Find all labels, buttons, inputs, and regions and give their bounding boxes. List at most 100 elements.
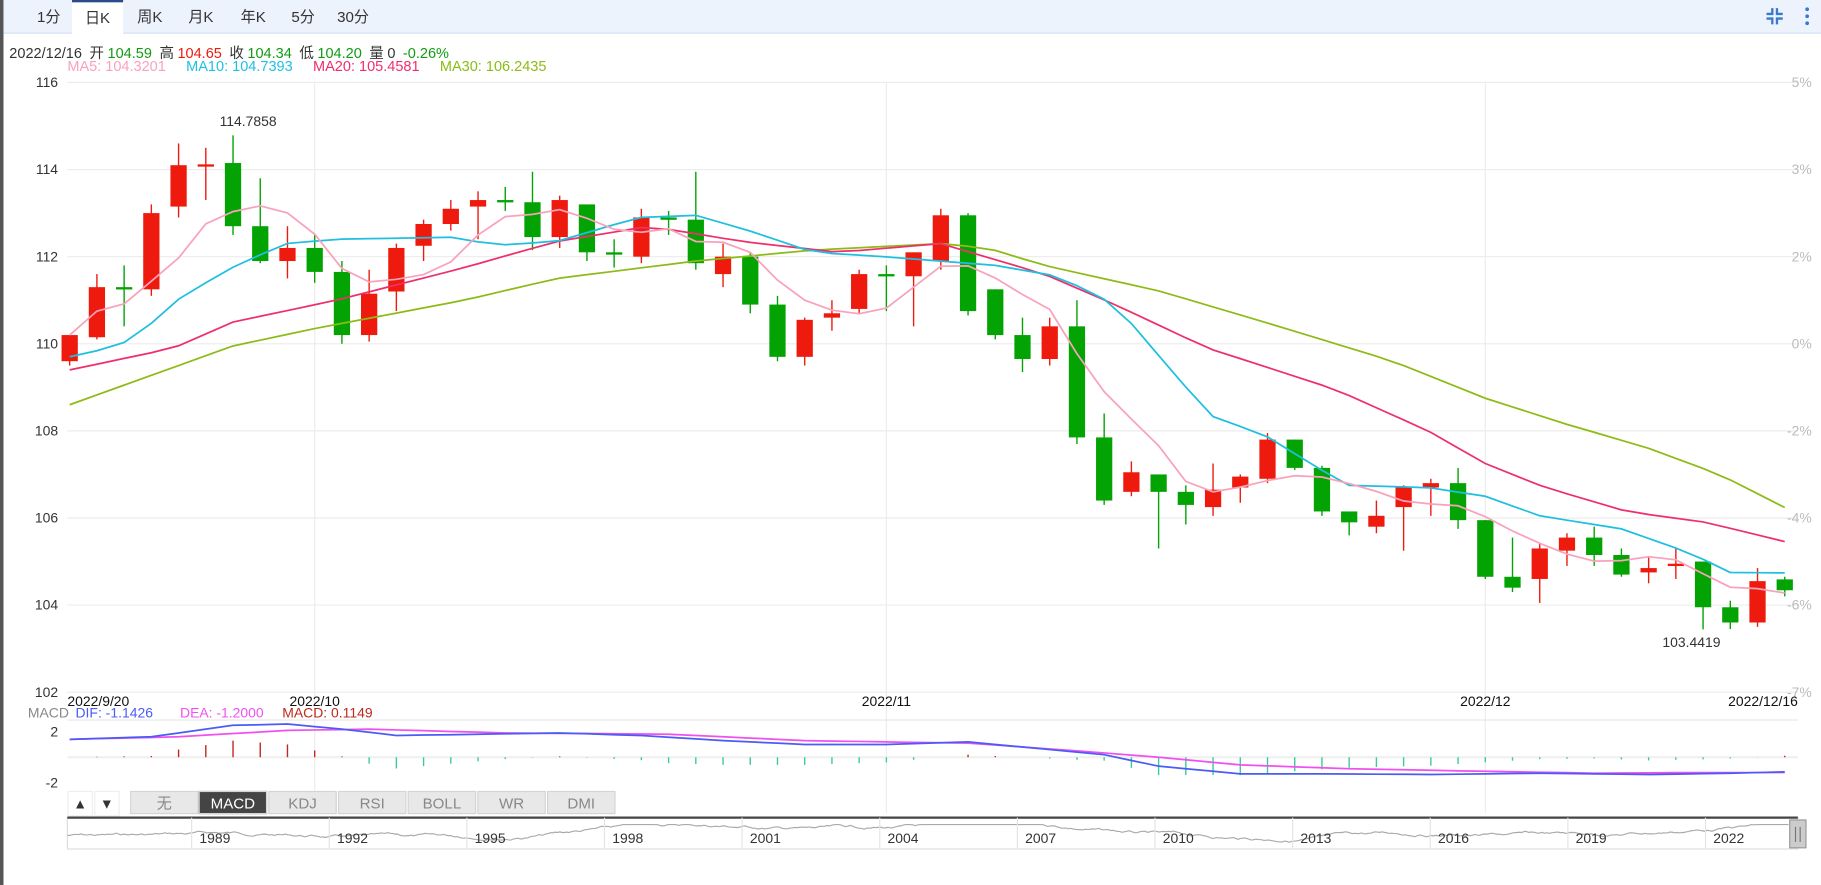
- candle-down[interactable]: [252, 226, 269, 262]
- candle-up[interactable]: [143, 213, 160, 290]
- candle-down[interactable]: [1150, 474, 1167, 492]
- y-tick-label: 110: [36, 335, 58, 351]
- candle-down[interactable]: [987, 289, 1004, 336]
- tab-yearly-k[interactable]: 年K: [240, 8, 266, 26]
- ma10-legend: MA10: 104.7393: [186, 58, 293, 75]
- pct-tick-label: 2%: [1792, 248, 1812, 264]
- candle-up[interactable]: [1749, 581, 1766, 623]
- low-value: 104.20: [317, 45, 362, 62]
- candle-up[interactable]: [170, 165, 187, 207]
- y-tick-label: 116: [36, 74, 58, 90]
- candle-up[interactable]: [1395, 487, 1412, 508]
- period-tab-bar: 1分 日K 周K 月K 年K 5分 30分: [3, 0, 1821, 35]
- candle-up[interactable]: [1558, 537, 1576, 551]
- move-down-button[interactable]: ▼: [94, 790, 120, 817]
- indicator-tab-macd[interactable]: MACD: [198, 790, 268, 815]
- pct-tick-label: 3%: [1792, 161, 1812, 177]
- candle-down[interactable]: [578, 204, 596, 253]
- candle-up[interactable]: [1667, 563, 1684, 567]
- candle-down[interactable]: [1014, 335, 1031, 360]
- candle-down[interactable]: [1477, 520, 1494, 577]
- candle-up[interactable]: [1232, 476, 1249, 488]
- candle-down[interactable]: [1613, 555, 1630, 575]
- candle-down[interactable]: [1177, 491, 1194, 505]
- candle-up[interactable]: [796, 319, 813, 357]
- tab-1min[interactable]: 1分: [37, 8, 61, 26]
- pct-tick-label: -2%: [1787, 423, 1812, 439]
- candle-down[interactable]: [878, 274, 895, 277]
- high-label: 高: [159, 45, 174, 62]
- candle-up[interactable]: [1531, 548, 1548, 579]
- candle-up[interactable]: [361, 293, 378, 336]
- candle-down[interactable]: [1341, 511, 1358, 523]
- move-up-button[interactable]: ▲: [67, 790, 93, 817]
- candle-up[interactable]: [1204, 489, 1222, 508]
- candle-up[interactable]: [1422, 483, 1439, 488]
- candle-up[interactable]: [1123, 472, 1140, 492]
- indicator-tab-kdj[interactable]: KDJ: [268, 790, 337, 815]
- navigator-year-label: 2001: [750, 830, 781, 846]
- candle-down[interactable]: [1722, 607, 1739, 623]
- x-date-label: 2022/11: [862, 693, 912, 709]
- candle-up[interactable]: [1041, 326, 1058, 360]
- candle-down[interactable]: [1586, 537, 1603, 556]
- navigator-handle[interactable]: [1789, 819, 1807, 849]
- candle-up[interactable]: [197, 164, 214, 167]
- indicator-tab-none[interactable]: 无: [130, 790, 199, 815]
- candle-down[interactable]: [333, 271, 351, 336]
- candle-down[interactable]: [116, 287, 133, 290]
- candle-down[interactable]: [306, 247, 323, 272]
- low-label: 低: [299, 45, 314, 62]
- candle-up[interactable]: [279, 247, 296, 262]
- y-tick-label: 108: [35, 423, 58, 439]
- candle-up[interactable]: [851, 274, 868, 309]
- tab-5min[interactable]: 5分: [291, 8, 315, 26]
- candle-up[interactable]: [1368, 515, 1385, 527]
- candle-up[interactable]: [388, 247, 405, 292]
- indicator-tab-wr[interactable]: WR: [477, 790, 546, 815]
- candle-up[interactable]: [1640, 568, 1657, 573]
- indicator-tab-rsi[interactable]: RSI: [337, 790, 407, 815]
- candle-down[interactable]: [769, 304, 786, 357]
- candle-up[interactable]: [1259, 439, 1276, 479]
- candle-down[interactable]: [1313, 467, 1331, 512]
- candle-up[interactable]: [415, 224, 432, 246]
- collapse-icon[interactable]: [1763, 5, 1786, 28]
- candle-up[interactable]: [469, 200, 487, 207]
- candle-up[interactable]: [442, 208, 459, 225]
- candle-down[interactable]: [606, 252, 623, 255]
- pct-tick-label: -6%: [1787, 597, 1812, 613]
- candle-up[interactable]: [61, 335, 78, 362]
- ma20-legend: MA20: 105.4581: [313, 58, 420, 75]
- macd-y-tick: 2: [50, 723, 58, 739]
- candle-up[interactable]: [932, 215, 949, 262]
- candle-up[interactable]: [633, 217, 650, 257]
- ohlc-info-line: 2022/12/16 开 104.59 高 104.65 收 104.34 低 104.…: [9, 41, 452, 63]
- close-value: 104.34: [247, 45, 292, 62]
- tab-weekly-k[interactable]: 周K: [137, 8, 163, 26]
- min-price-label: 103.4419: [1662, 634, 1720, 650]
- candle-up[interactable]: [551, 200, 568, 238]
- candle-down[interactable]: [1504, 576, 1521, 588]
- candle-up[interactable]: [905, 252, 922, 277]
- candle-down[interactable]: [742, 256, 759, 305]
- candle-down[interactable]: [497, 200, 514, 203]
- candle-down[interactable]: [224, 163, 242, 227]
- candle-down[interactable]: [524, 202, 541, 238]
- candle-down[interactable]: [1776, 579, 1793, 591]
- candle-up[interactable]: [823, 313, 841, 318]
- candle-down[interactable]: [1694, 561, 1712, 608]
- tab-daily-k[interactable]: 日K: [72, 0, 124, 35]
- candle-down[interactable]: [660, 217, 677, 220]
- candle-down[interactable]: [1096, 437, 1113, 501]
- indicator-tab-boll[interactable]: BOLL: [407, 790, 477, 815]
- tab-30min[interactable]: 30分: [337, 8, 370, 26]
- candle-down[interactable]: [1449, 483, 1467, 521]
- more-vertical-icon[interactable]: [1796, 5, 1819, 28]
- candle-down[interactable]: [1068, 326, 1086, 438]
- candle-up[interactable]: [714, 256, 732, 275]
- indicator-tab-dmi[interactable]: DMI: [547, 790, 616, 815]
- tab-monthly-k[interactable]: 月K: [188, 8, 214, 26]
